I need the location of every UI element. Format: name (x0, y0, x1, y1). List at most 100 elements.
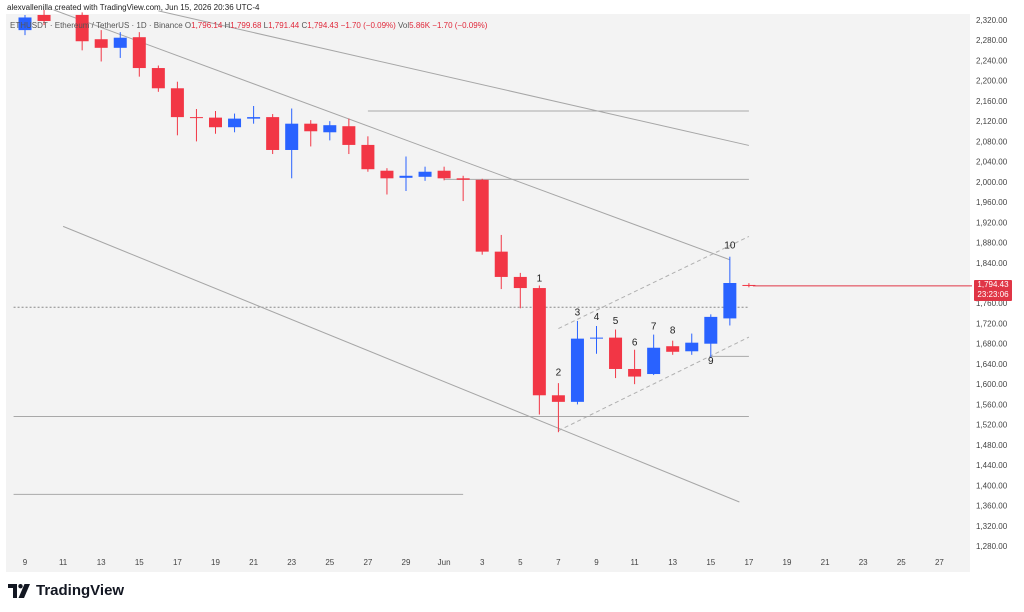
y-axis: 2,320.00 2,280.00 2,240.00 2,200.00 2,160.00… (976, 16, 1008, 551)
y-tick-label: 1,400.00 (976, 481, 1008, 490)
candle[interactable] (532, 285, 546, 415)
candle-body (228, 118, 242, 128)
close-value: 1,794.43 (307, 21, 339, 30)
candle[interactable] (609, 329, 623, 379)
candle[interactable] (323, 121, 337, 141)
candle[interactable] (380, 168, 394, 195)
candle[interactable] (456, 175, 470, 202)
x-tick-label: 9 (594, 558, 599, 567)
candle[interactable] (209, 111, 222, 134)
channel-line-3[interactable] (558, 336, 750, 432)
candle[interactable] (18, 14, 32, 36)
candle[interactable] (285, 108, 299, 179)
candle-body (323, 125, 337, 133)
candle[interactable] (342, 118, 356, 155)
candle-body (170, 88, 184, 118)
volume-label: Vol (398, 21, 410, 30)
x-axis: 9 11 13 15 17 19 21 23 25 27 29 Jun 3 5 7 9 11 13 15 17 19 21… (23, 558, 945, 567)
candle-body (304, 123, 318, 132)
trend-line-1[interactable] (62, 225, 740, 503)
candle[interactable] (361, 136, 375, 172)
candle[interactable] (189, 109, 203, 142)
x-tick-label: 23 (859, 558, 868, 567)
y-tick-label: 2,040.00 (976, 158, 1008, 167)
candle[interactable] (666, 340, 680, 355)
plot-area[interactable] (6, 14, 970, 572)
chart-credit: alexvallenilla created with TradingView.… (7, 3, 260, 12)
x-tick-label: 19 (211, 558, 220, 567)
wave-label[interactable]: 6 (632, 338, 638, 349)
brand-logo[interactable]: TradingView (8, 582, 124, 599)
trend-line-0[interactable] (53, 9, 731, 261)
candle-body (189, 117, 203, 119)
trend-line-2[interactable] (158, 10, 750, 146)
candle-body (456, 178, 470, 180)
volume-value: 5.86K (409, 21, 431, 30)
candle[interactable] (742, 283, 756, 288)
candle[interactable] (704, 314, 718, 358)
candle[interactable] (513, 272, 527, 309)
candle[interactable] (494, 234, 508, 290)
candle[interactable] (399, 156, 413, 191)
y-tick-label: 2,320.00 (976, 16, 1008, 25)
candle-body (247, 117, 261, 119)
candle[interactable] (685, 333, 699, 355)
x-tick-label: 17 (173, 558, 182, 567)
candle[interactable] (418, 166, 432, 181)
wave-label[interactable]: 9 (708, 356, 714, 367)
candle[interactable] (723, 256, 737, 326)
y-tick-label: 2,000.00 (976, 178, 1008, 187)
candle-body (132, 37, 146, 69)
candle[interactable] (170, 81, 184, 136)
wave-label[interactable]: 8 (670, 326, 676, 337)
candle[interactable] (75, 12, 89, 51)
candle-body (666, 346, 680, 352)
candle-body (513, 276, 527, 289)
candle[interactable] (551, 383, 565, 433)
candle[interactable] (437, 166, 451, 181)
candle[interactable] (475, 178, 489, 255)
candle[interactable] (628, 349, 642, 385)
candle-body (685, 342, 699, 352)
y-tick-label: 1,680.00 (976, 340, 1008, 349)
wave-label[interactable]: 7 (651, 322, 657, 333)
candle[interactable] (132, 32, 146, 77)
wave-label[interactable]: 5 (613, 316, 619, 327)
candle[interactable] (37, 9, 51, 26)
candle[interactable] (590, 325, 603, 354)
candle[interactable] (266, 114, 280, 155)
wave-label[interactable]: 2 (556, 368, 562, 379)
open-label: O (184, 21, 192, 30)
y-tick-label: 1,440.00 (976, 461, 1008, 470)
channel-line-4[interactable] (558, 236, 750, 329)
wave-label[interactable]: 3 (575, 307, 581, 318)
wave-label[interactable]: 4 (594, 312, 600, 323)
candle[interactable] (113, 32, 127, 58)
low-label: L (263, 21, 269, 30)
x-tick-label: 27 (935, 558, 944, 567)
candle[interactable] (151, 65, 165, 92)
candle[interactable] (247, 105, 261, 124)
x-tick-label: 7 (556, 558, 561, 567)
candle[interactable] (228, 113, 242, 133)
candle-body (723, 283, 737, 319)
candle-body (113, 37, 127, 48)
y-tick-label: 1,320.00 (976, 522, 1008, 531)
wave-label[interactable]: 1 (537, 273, 543, 284)
candle[interactable] (94, 30, 108, 62)
candle-body (494, 251, 508, 277)
y-tick-label: 2,160.00 (976, 97, 1008, 106)
tradingview-logo-icon (8, 583, 30, 598)
candle[interactable] (570, 320, 584, 405)
horizontal-lines (13, 110, 749, 495)
y-tick-label: 1,960.00 (976, 198, 1008, 207)
x-tick-label: 15 (706, 558, 715, 567)
trend-lines (53, 9, 750, 503)
candle[interactable] (304, 120, 318, 147)
symbol-name[interactable]: ETHUSDT · Ethereum / TetherUS · 1D · Bin… (10, 21, 183, 30)
x-tick-label: 27 (363, 558, 372, 567)
candle-body (704, 316, 718, 344)
candle[interactable] (647, 334, 661, 376)
wave-label[interactable]: 10 (724, 241, 736, 252)
